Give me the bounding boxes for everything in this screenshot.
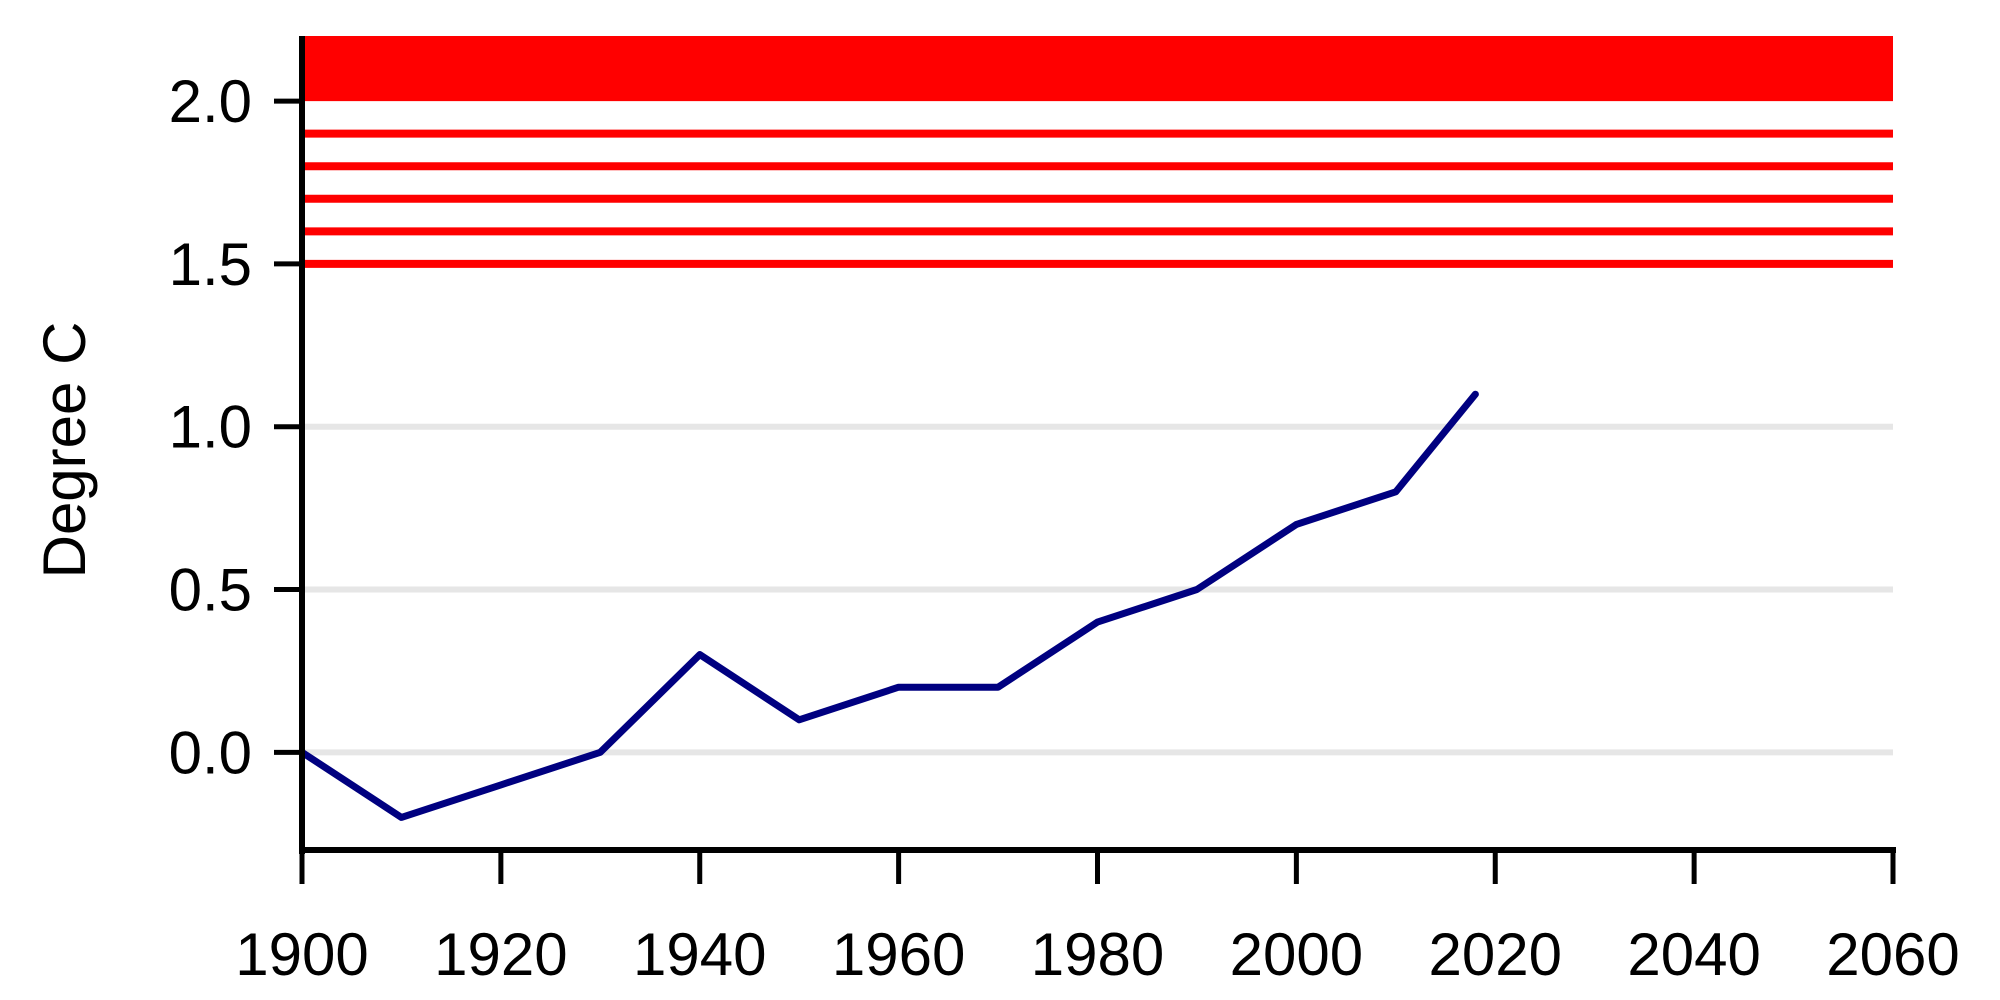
threshold-band-layer <box>302 36 1893 102</box>
x-tick-label: 2000 <box>1230 921 1363 988</box>
x-tick-label: 1920 <box>434 921 567 988</box>
y-tick-label: 1.0 <box>169 394 252 461</box>
x-tick-label: 1940 <box>633 921 766 988</box>
axes-layer <box>299 36 1896 854</box>
series-line-0 <box>298 390 1479 821</box>
x-tick-label: 1980 <box>1031 921 1164 988</box>
y-tick-label: 1.5 <box>169 231 252 298</box>
y-tick-label: 2.0 <box>169 68 252 135</box>
y-tick-label: 0.5 <box>169 557 252 624</box>
y-tick-label: 0.0 <box>169 719 252 786</box>
x-tick-label: 2040 <box>1627 921 1760 988</box>
x-axis-ticks: 1900 1920 1940 1960 1980 2000 2020 2040 2060 <box>235 850 1960 988</box>
x-tick-label: 2020 <box>1429 921 1562 988</box>
gridlines <box>302 423 1893 756</box>
y-axis-title: Degree C <box>31 322 98 579</box>
series-layer <box>298 390 1479 821</box>
threshold-lines-layer <box>302 129 1893 268</box>
x-tick-label: 2060 <box>1826 921 1959 988</box>
threshold-band <box>302 36 1893 102</box>
x-tick-label: 1960 <box>832 921 965 988</box>
x-tick-label: 1900 <box>235 921 368 988</box>
y-axis-ticks: 0.0 0.5 1.0 1.5 2.0 <box>169 68 302 786</box>
